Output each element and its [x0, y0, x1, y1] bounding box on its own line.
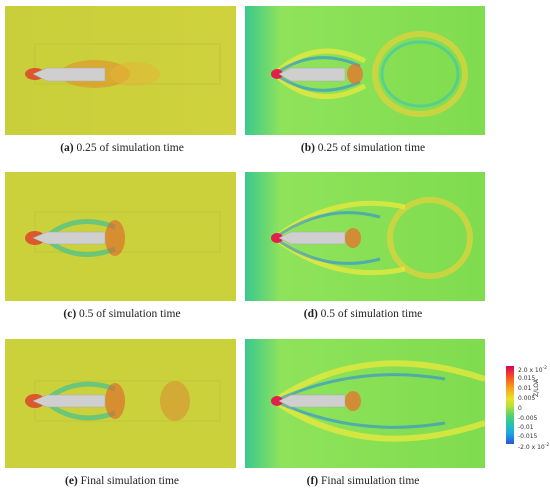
panel-f-image — [245, 339, 485, 468]
panel-b-wave-field — [245, 6, 485, 135]
colorbar-tick: 0.01 — [518, 385, 532, 392]
panel-d-wave-field — [245, 172, 485, 301]
colorbar-tick-min: -2.0 x 10-2 — [518, 443, 550, 451]
panel-a-image — [5, 6, 236, 135]
caption-d: (d) 0.5 of simulation time — [303, 308, 423, 320]
colorbar-tick: -0.005 — [518, 415, 538, 422]
panel-e-image — [5, 339, 236, 468]
panel-d-image — [245, 172, 485, 301]
colorbar-title: Z/LOA — [533, 379, 540, 397]
caption-e: (e) Final simulation time — [64, 475, 180, 487]
colorbar-tick: -0.01 — [518, 424, 534, 431]
panel-a-wave-field — [5, 6, 236, 135]
caption-b: (b) 0.25 of simulation time — [300, 142, 426, 154]
caption-a: (a) 0.25 of simulation time — [60, 142, 184, 154]
panel-c-wave-field — [5, 172, 236, 301]
caption-f: (f) Final simulation time — [306, 475, 420, 487]
colorbar-tick: 0.015 — [518, 375, 536, 382]
colorbar-tick: 0 — [518, 405, 522, 412]
panel-f-wave-field — [245, 339, 485, 468]
panel-c-image — [5, 172, 236, 301]
panel-b-image — [245, 6, 485, 135]
panel-e-wave-field — [5, 339, 236, 468]
colorbar-gradient — [506, 366, 514, 444]
caption-c: (c) 0.5 of simulation time — [63, 308, 181, 320]
colorbar-tick-max: 2.0 x 10-2 — [518, 366, 548, 374]
colorbar-tick: -0.015 — [518, 433, 538, 440]
colorbar-tick: 0.005 — [518, 395, 536, 402]
